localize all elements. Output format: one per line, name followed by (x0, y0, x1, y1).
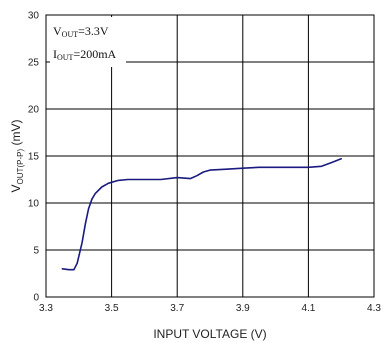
x-axis-title: INPUT VOLTAGE (V) (153, 327, 266, 341)
y-tick-label: 15 (28, 152, 40, 163)
x-tick-label: 3.3 (39, 303, 53, 314)
x-tick-label: 3.5 (105, 303, 119, 314)
legend-annotation: VOUT=3.3V IOUT=200mA (50, 17, 126, 67)
annotation-vout: VOUT=3.3V (53, 24, 109, 39)
x-tick-label: 3.9 (236, 303, 250, 314)
y-axis-title-main: V (9, 184, 23, 192)
annotation-iout: IOUT=200mA (53, 47, 117, 62)
annotation-iout-sub: OUT (57, 53, 74, 62)
annotation-vout-sub: OUT (62, 30, 79, 39)
y-axis-title: VOUT(P-P) (mV) (9, 120, 25, 193)
x-tick-labels: 3.3 3.5 3.7 3.9 4.1 4.3 (39, 303, 381, 314)
y-tick-label: 25 (28, 58, 40, 69)
grid (45, 14, 375, 298)
series-group (61, 158, 343, 271)
annotation-vout-main: V (53, 24, 62, 38)
x-tick-label: 4.3 (367, 303, 381, 314)
plot-frame (45, 14, 375, 298)
y-axis-title-sub: OUT(P-P) (16, 149, 25, 185)
annotation-vout-value: =3.3V (78, 24, 109, 38)
annotation-background (50, 17, 126, 67)
y-tick-labels: 0 5 10 15 20 25 30 (28, 11, 40, 304)
y-tick-label: 10 (28, 199, 40, 210)
y-tick-label: 0 (33, 293, 39, 304)
y-tick-label: 5 (33, 246, 39, 257)
annotation-iout-value: =200mA (73, 47, 116, 61)
annotation-iout-main: I (53, 47, 57, 61)
series-line (61, 158, 343, 271)
y-axis-title-unit: (mV) (9, 120, 23, 149)
y-tick-label: 30 (28, 11, 40, 22)
y-tick-label: 20 (28, 105, 40, 116)
x-tick-label: 4.1 (301, 303, 315, 314)
x-tick-label: 3.7 (170, 303, 184, 314)
